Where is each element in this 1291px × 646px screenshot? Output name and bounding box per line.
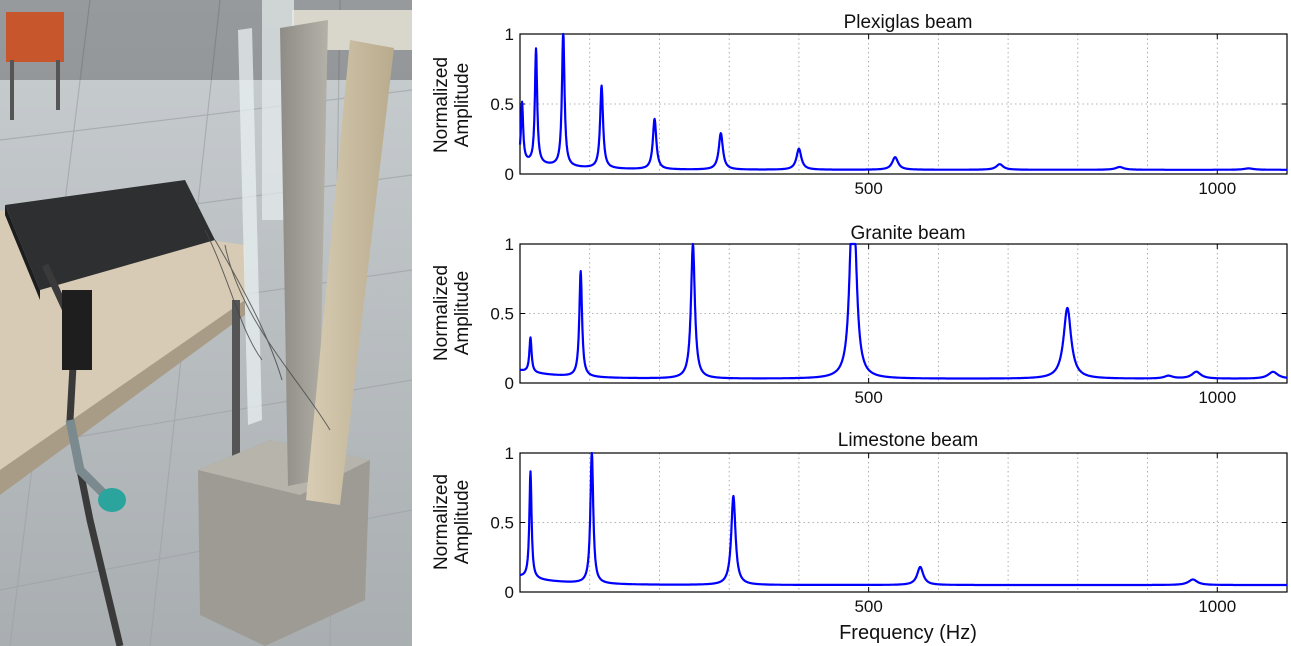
y-tick-label: 0 <box>505 583 514 602</box>
granite-panel: Granite beam Normalized Amplitude 500 100… <box>431 223 1288 407</box>
x-tick-label: 500 <box>854 388 882 407</box>
chart-title: Plexiglas beam <box>844 12 973 33</box>
y-axis-label-line2: Amplitude <box>452 63 473 148</box>
y-tick-label: 1 <box>505 444 514 463</box>
limestone-panel: Limestone beam Normalized Amplitude Freq… <box>431 430 1288 644</box>
grid <box>520 453 1287 592</box>
y-tick-label: 0.5 <box>490 514 514 533</box>
spectrum-line <box>519 451 1288 587</box>
beam-setup-photo <box>0 0 412 646</box>
plexiglas-panel: Plexiglas beam Normalized Amplitude 500 1… <box>431 12 1288 198</box>
y-axis-label-line2: Amplitude <box>452 480 473 565</box>
y-axis-label-line1: Normalized <box>431 57 452 153</box>
x-tick-label: 500 <box>854 597 882 616</box>
x-axis-label: Frequency (Hz) <box>839 622 977 644</box>
y-tick-label: 0.5 <box>490 95 514 114</box>
chart-title: Limestone beam <box>838 430 978 451</box>
grid <box>520 244 1287 383</box>
x-tick-label: 500 <box>854 179 882 198</box>
spectrum-line <box>518 32 1288 171</box>
y-tick-label: 1 <box>505 25 514 44</box>
x-tick-label: 1000 <box>1198 597 1236 616</box>
y-tick-label: 1 <box>505 235 514 254</box>
y-axis-label-line1: Normalized <box>431 474 452 570</box>
x-tick-label: 1000 <box>1198 388 1236 407</box>
spectrum-line <box>519 242 1288 380</box>
y-axis-label-line2: Amplitude <box>452 271 473 356</box>
x-tick-label: 1000 <box>1198 179 1236 198</box>
y-tick-label: 0 <box>505 374 514 393</box>
y-axis-label-line1: Normalized <box>431 265 452 361</box>
y-tick-label: 0.5 <box>490 305 514 324</box>
spectrum-charts: Plexiglas beam Normalized Amplitude 500 1… <box>431 12 1288 644</box>
y-tick-label: 0 <box>505 165 514 184</box>
chart-title: Granite beam <box>850 223 965 244</box>
grid <box>520 34 1287 174</box>
